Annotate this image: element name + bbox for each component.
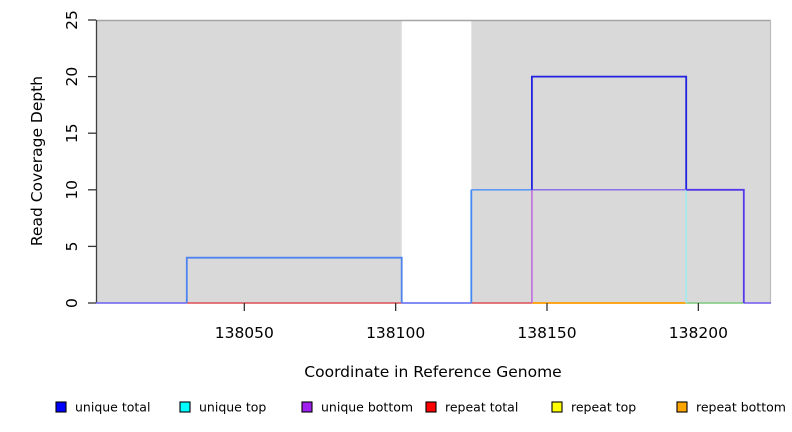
y-tick-label: 10 bbox=[63, 180, 81, 200]
masked-gap-region bbox=[401, 20, 472, 303]
legend-swatch-repeat-total bbox=[425, 401, 437, 413]
legend-label: repeat bottom bbox=[696, 400, 786, 415]
coverage-stroke-depth10-right bbox=[686, 188, 745, 303]
legend-item-unique-bottom: unique bottom bbox=[301, 400, 413, 415]
legend-label: repeat total bbox=[445, 400, 518, 415]
legend: unique total unique top unique bottom repea… bbox=[55, 400, 786, 415]
legend-item-repeat-total: repeat total bbox=[425, 400, 518, 415]
legend-label: unique bottom bbox=[321, 400, 413, 415]
legend-swatch-unique-bottom bbox=[301, 401, 313, 413]
x-tick-label: 138100 bbox=[366, 324, 425, 342]
coverage-stroke-depth20-box bbox=[531, 75, 688, 190]
legend-item-unique-top: unique top bbox=[179, 400, 266, 415]
legend-label: unique top bbox=[199, 400, 266, 415]
legend-item-repeat-bottom: repeat bottom bbox=[676, 400, 786, 415]
coverage-stroke-depth4-box bbox=[185, 256, 403, 303]
legend-item-repeat-top: repeat top bbox=[551, 400, 636, 415]
legend-item-unique-total: unique total bbox=[55, 400, 150, 415]
x-tick-label: 138150 bbox=[517, 324, 576, 342]
y-tick-label: 20 bbox=[63, 67, 81, 87]
legend-label: repeat top bbox=[571, 400, 636, 415]
y-tick-label: 5 bbox=[63, 241, 81, 251]
legend-label: unique total bbox=[75, 400, 150, 415]
y-tick-label: 25 bbox=[63, 10, 81, 30]
legend-swatch-unique-top bbox=[179, 401, 191, 413]
x-axis-title: Coordinate in Reference Genome bbox=[304, 363, 561, 381]
y-tick-label: 0 bbox=[63, 298, 81, 308]
x-tick-label: 138200 bbox=[669, 324, 728, 342]
legend-swatch-repeat-bottom bbox=[676, 401, 688, 413]
y-axis-title: Read Coverage Depth bbox=[28, 76, 46, 246]
legend-swatch-repeat-top bbox=[551, 401, 563, 413]
x-tick-label: 138050 bbox=[215, 324, 274, 342]
y-tick-label: 15 bbox=[63, 123, 81, 143]
legend-swatch-unique-total bbox=[55, 401, 67, 413]
